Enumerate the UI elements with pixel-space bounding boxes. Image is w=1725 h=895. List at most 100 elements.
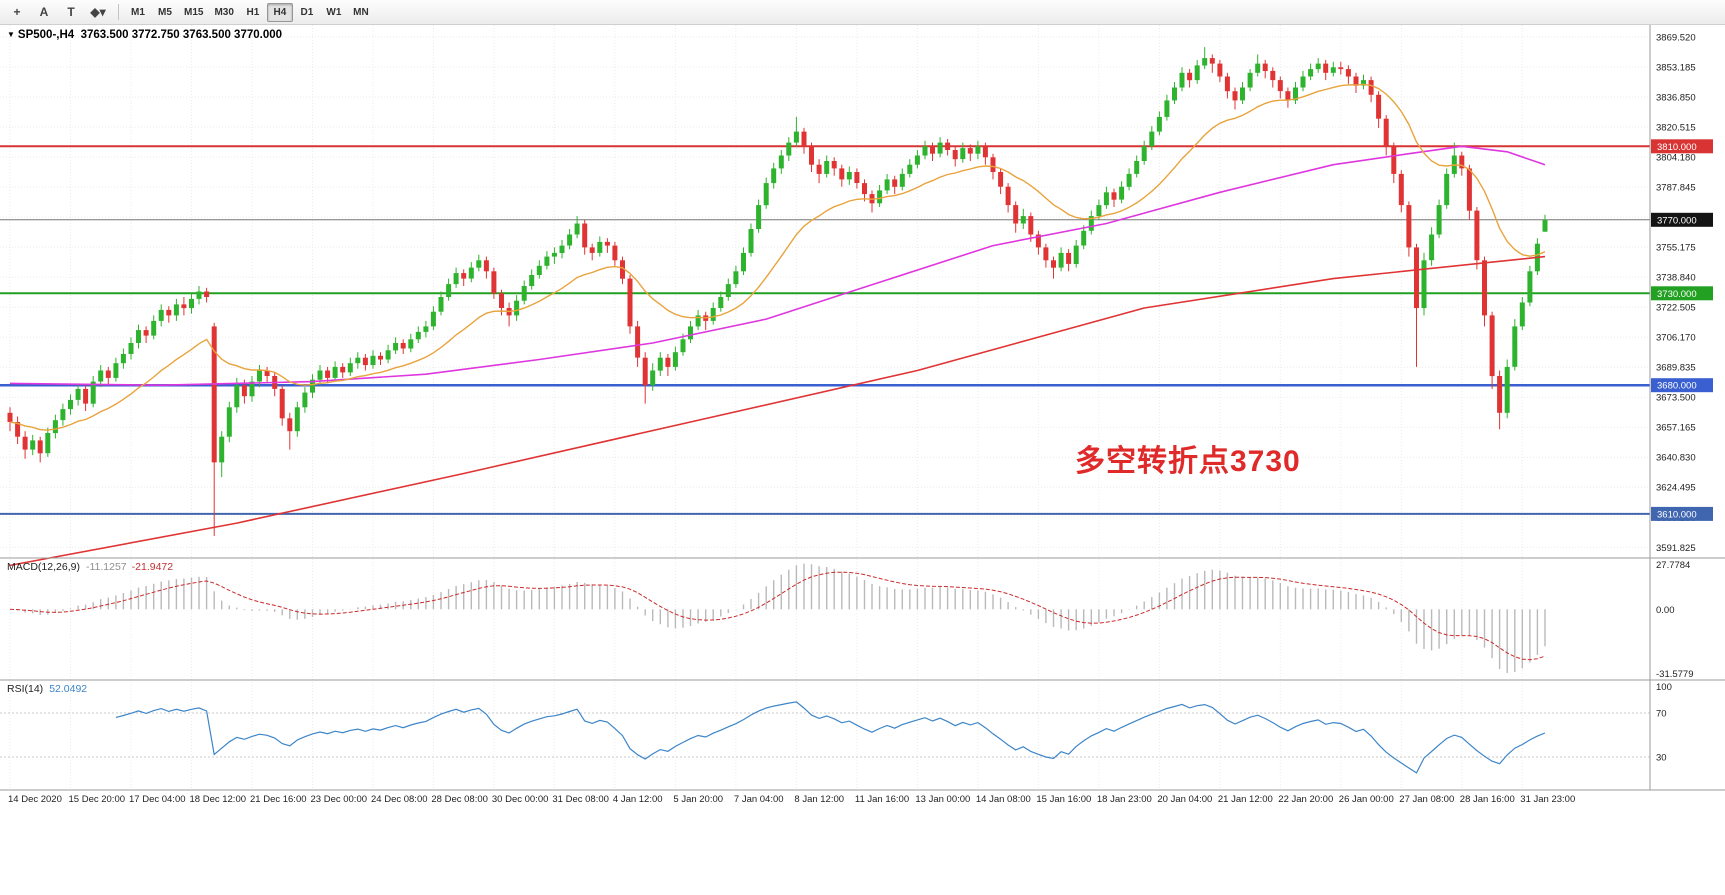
svg-text:3836.850: 3836.850 (1656, 93, 1696, 104)
timeframe-d1[interactable]: D1 (300, 6, 314, 18)
toolbar-tools: + A T ◆▾ (4, 2, 112, 23)
chart-title: ▼ SP500-,H4 3763.500 3772.750 3763.500 37… (7, 29, 282, 41)
svg-text:22 Jan 20:00: 22 Jan 20:00 (1278, 794, 1333, 805)
toolbar-separator (118, 4, 119, 20)
rsi-value: 52.0492 (49, 683, 88, 695)
timeframe-mn[interactable]: MN (353, 6, 369, 18)
macd-signal-line (9, 571, 1546, 661)
svg-text:21 Dec 16:00: 21 Dec 16:00 (250, 794, 307, 805)
svg-text:3680.000: 3680.000 (1657, 381, 1697, 392)
svg-text:3640.830: 3640.830 (1656, 453, 1696, 464)
ma-mid-line (9, 145, 1546, 386)
svg-text:18 Dec 12:00: 18 Dec 12:00 (190, 794, 247, 805)
toolbar: + A T ◆▾ M1 M5 M15 M30 H1 H4 D1 W1 MN (0, 0, 1725, 25)
macd-indicator-label: MACD(12,26,9) -11.1257 -21.9472 (7, 561, 173, 573)
svg-text:3657.165: 3657.165 (1656, 423, 1696, 434)
timeframe-h4[interactable]: H4 (266, 2, 293, 22)
svg-text:3820.515: 3820.515 (1656, 123, 1696, 134)
shapes-tool[interactable]: ◆▾ (90, 5, 106, 19)
svg-text:3738.840: 3738.840 (1656, 273, 1696, 284)
svg-text:15 Dec 20:00: 15 Dec 20:00 (69, 794, 126, 805)
svg-text:31 Dec 08:00: 31 Dec 08:00 (552, 794, 609, 805)
svg-text:27 Jan 08:00: 27 Jan 08:00 (1399, 794, 1454, 805)
price-axis[interactable]: 3869.520 3853.185 3836.850 3820.515 3804.180… (1651, 32, 1713, 764)
timeframe-m1[interactable]: M1 (131, 6, 145, 18)
svg-text:8 Jan 12:00: 8 Jan 12:00 (794, 794, 844, 805)
svg-text:3810.000: 3810.000 (1657, 142, 1697, 153)
timeframe-m30[interactable]: M30 (214, 6, 234, 18)
svg-text:3624.495: 3624.495 (1656, 483, 1696, 494)
svg-text:23 Dec 00:00: 23 Dec 00:00 (311, 794, 368, 805)
ohlc-values: 3763.500 3772.750 3763.500 3770.000 (80, 29, 283, 41)
price-annotation[interactable]: 多空转折点3730 (1075, 445, 1301, 478)
svg-text:3804.180: 3804.180 (1656, 153, 1696, 164)
ma-fast-line (9, 83, 1546, 431)
svg-text:14 Dec 2020: 14 Dec 2020 (8, 794, 62, 805)
svg-text:14 Jan 08:00: 14 Jan 08:00 (976, 794, 1031, 805)
svg-text:5 Jan 20:00: 5 Jan 20:00 (673, 794, 723, 805)
text-tool[interactable]: T (67, 5, 75, 19)
rsi-line (115, 701, 1546, 774)
svg-text:11 Jan 16:00: 11 Jan 16:00 (855, 794, 909, 805)
svg-text:3722.505: 3722.505 (1656, 303, 1696, 314)
price-label-3810.000: 3810.000 (1651, 139, 1713, 154)
svg-text:24 Dec 08:00: 24 Dec 08:00 (371, 794, 428, 805)
timeframe-h1[interactable]: H1 (246, 6, 260, 18)
price-label-3610.000: 3610.000 (1651, 506, 1713, 521)
macd-signal-value: -21.9472 (131, 561, 174, 573)
svg-text:3706.170: 3706.170 (1656, 333, 1696, 344)
chart-collapse-triangle[interactable]: ▼ (7, 30, 15, 39)
svg-text:3770.000: 3770.000 (1657, 215, 1697, 226)
svg-text:0.00: 0.00 (1656, 605, 1675, 616)
timeframe-buttons: M1 M5 M15 M30 H1 H4 D1 W1 MN (125, 2, 375, 22)
svg-text:21 Jan 12:00: 21 Jan 12:00 (1218, 794, 1273, 805)
svg-text:3730.000: 3730.000 (1657, 289, 1697, 300)
symbol-period-label: SP500-,H4 (17, 29, 75, 41)
svg-text:70: 70 (1656, 709, 1667, 720)
rsi-indicator-label: RSI(14) 52.0492 (7, 683, 87, 695)
svg-text:27.7784: 27.7784 (1656, 560, 1690, 571)
svg-text:18 Jan 23:00: 18 Jan 23:00 (1097, 794, 1152, 805)
svg-text:17 Dec 04:00: 17 Dec 04:00 (129, 794, 186, 805)
price-label-3680.000: 3680.000 (1651, 378, 1713, 393)
macd-main-value: -11.1257 (85, 561, 127, 573)
svg-text:3755.175: 3755.175 (1656, 243, 1696, 254)
svg-text:4 Jan 12:00: 4 Jan 12:00 (613, 794, 663, 805)
svg-text:30 Dec 00:00: 30 Dec 00:00 (492, 794, 549, 805)
svg-text:-31.5779: -31.5779 (1656, 669, 1694, 680)
macd-name: MACD(12,26,9) (7, 561, 80, 573)
svg-text:7 Jan 04:00: 7 Jan 04:00 (734, 794, 784, 805)
timeframe-w1[interactable]: W1 (326, 6, 342, 18)
svg-text:20 Jan 04:00: 20 Jan 04:00 (1157, 794, 1212, 805)
svg-text:3787.845: 3787.845 (1656, 183, 1696, 194)
svg-text:3853.185: 3853.185 (1656, 62, 1696, 73)
timeframe-m15[interactable]: M15 (184, 6, 204, 18)
rsi-name: RSI(14) (7, 683, 44, 695)
svg-text:31 Jan 23:00: 31 Jan 23:00 (1520, 794, 1575, 805)
svg-text:15 Jan 16:00: 15 Jan 16:00 (1036, 794, 1091, 805)
time-axis[interactable]: 14 Dec 2020 15 Dec 20:00 17 Dec 04:00 18 De… (8, 794, 1575, 805)
svg-text:3591.825: 3591.825 (1656, 543, 1696, 554)
timeframe-m5[interactable]: M5 (158, 6, 172, 18)
svg-text:3610.000: 3610.000 (1657, 509, 1697, 520)
svg-text:3689.835: 3689.835 (1656, 363, 1696, 374)
text-label-tool[interactable]: A (39, 5, 49, 19)
svg-text:3673.500: 3673.500 (1656, 393, 1696, 404)
candlestick-series (7, 47, 1548, 536)
chart-canvas[interactable]: 3869.520 3853.185 3836.850 3820.515 3804.180… (0, 25, 1725, 895)
cursor-tool[interactable]: + (13, 5, 21, 19)
price-label-3770.000: 3770.000 (1651, 212, 1713, 227)
svg-text:28 Jan 16:00: 28 Jan 16:00 (1460, 794, 1515, 805)
horizontal-level-lines (0, 145, 1650, 515)
grid (0, 25, 1650, 790)
svg-text:100: 100 (1656, 682, 1672, 693)
svg-text:3869.520: 3869.520 (1656, 32, 1696, 43)
ma-slow-line (9, 255, 1546, 567)
svg-text:26 Jan 00:00: 26 Jan 00:00 (1339, 794, 1394, 805)
price-label-3730.000: 3730.000 (1651, 286, 1713, 301)
svg-text:30: 30 (1656, 753, 1667, 764)
svg-text:13 Jan 00:00: 13 Jan 00:00 (915, 794, 970, 805)
svg-text:28 Dec 08:00: 28 Dec 08:00 (431, 794, 488, 805)
macd-histogram (16, 563, 1546, 673)
